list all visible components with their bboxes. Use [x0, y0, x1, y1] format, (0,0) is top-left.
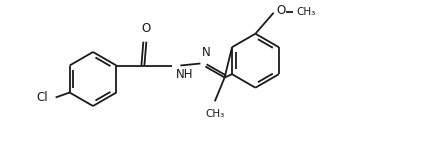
Text: N: N	[201, 46, 210, 58]
Text: NH: NH	[175, 67, 193, 80]
Text: O: O	[276, 4, 286, 17]
Text: CH₃: CH₃	[296, 7, 316, 17]
Text: Cl: Cl	[36, 91, 48, 104]
Text: CH₃: CH₃	[205, 109, 224, 119]
Text: O: O	[142, 22, 151, 35]
